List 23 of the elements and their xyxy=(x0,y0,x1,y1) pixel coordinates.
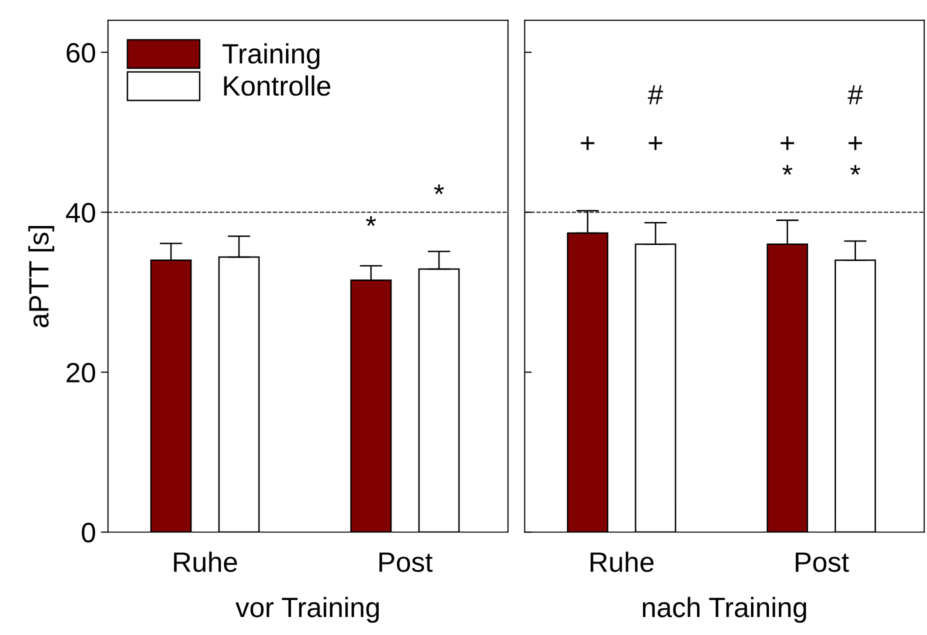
annotation: + xyxy=(580,136,594,150)
annotation: + xyxy=(780,136,794,150)
x-tick-label: Ruhe xyxy=(590,552,654,572)
y-tick-label: 0 xyxy=(82,522,96,542)
x-tick-label: Post xyxy=(796,552,849,572)
annotation: + xyxy=(848,136,862,150)
annotation: * xyxy=(782,165,792,175)
legend-label: Training xyxy=(222,43,320,70)
x-tick-label: Post xyxy=(379,552,433,572)
annotation: * xyxy=(434,184,444,194)
y-tick-label: 20 xyxy=(66,362,96,383)
annotation: * xyxy=(850,165,860,175)
annotation: + xyxy=(648,136,662,150)
annotation: # xyxy=(648,85,664,104)
y-tick-label: 60 xyxy=(66,42,96,63)
x-axis-title: nach Training xyxy=(642,596,806,623)
y-axis-title: aPTT [s] xyxy=(28,226,54,328)
y-tick-label: 40 xyxy=(66,202,96,223)
annotation: # xyxy=(848,85,863,104)
legend-label: Kontrolle xyxy=(224,75,330,96)
x-tick-label: Ruhe xyxy=(174,552,237,572)
annotation: * xyxy=(366,216,376,226)
x-axis-title: vor Training xyxy=(236,596,379,623)
